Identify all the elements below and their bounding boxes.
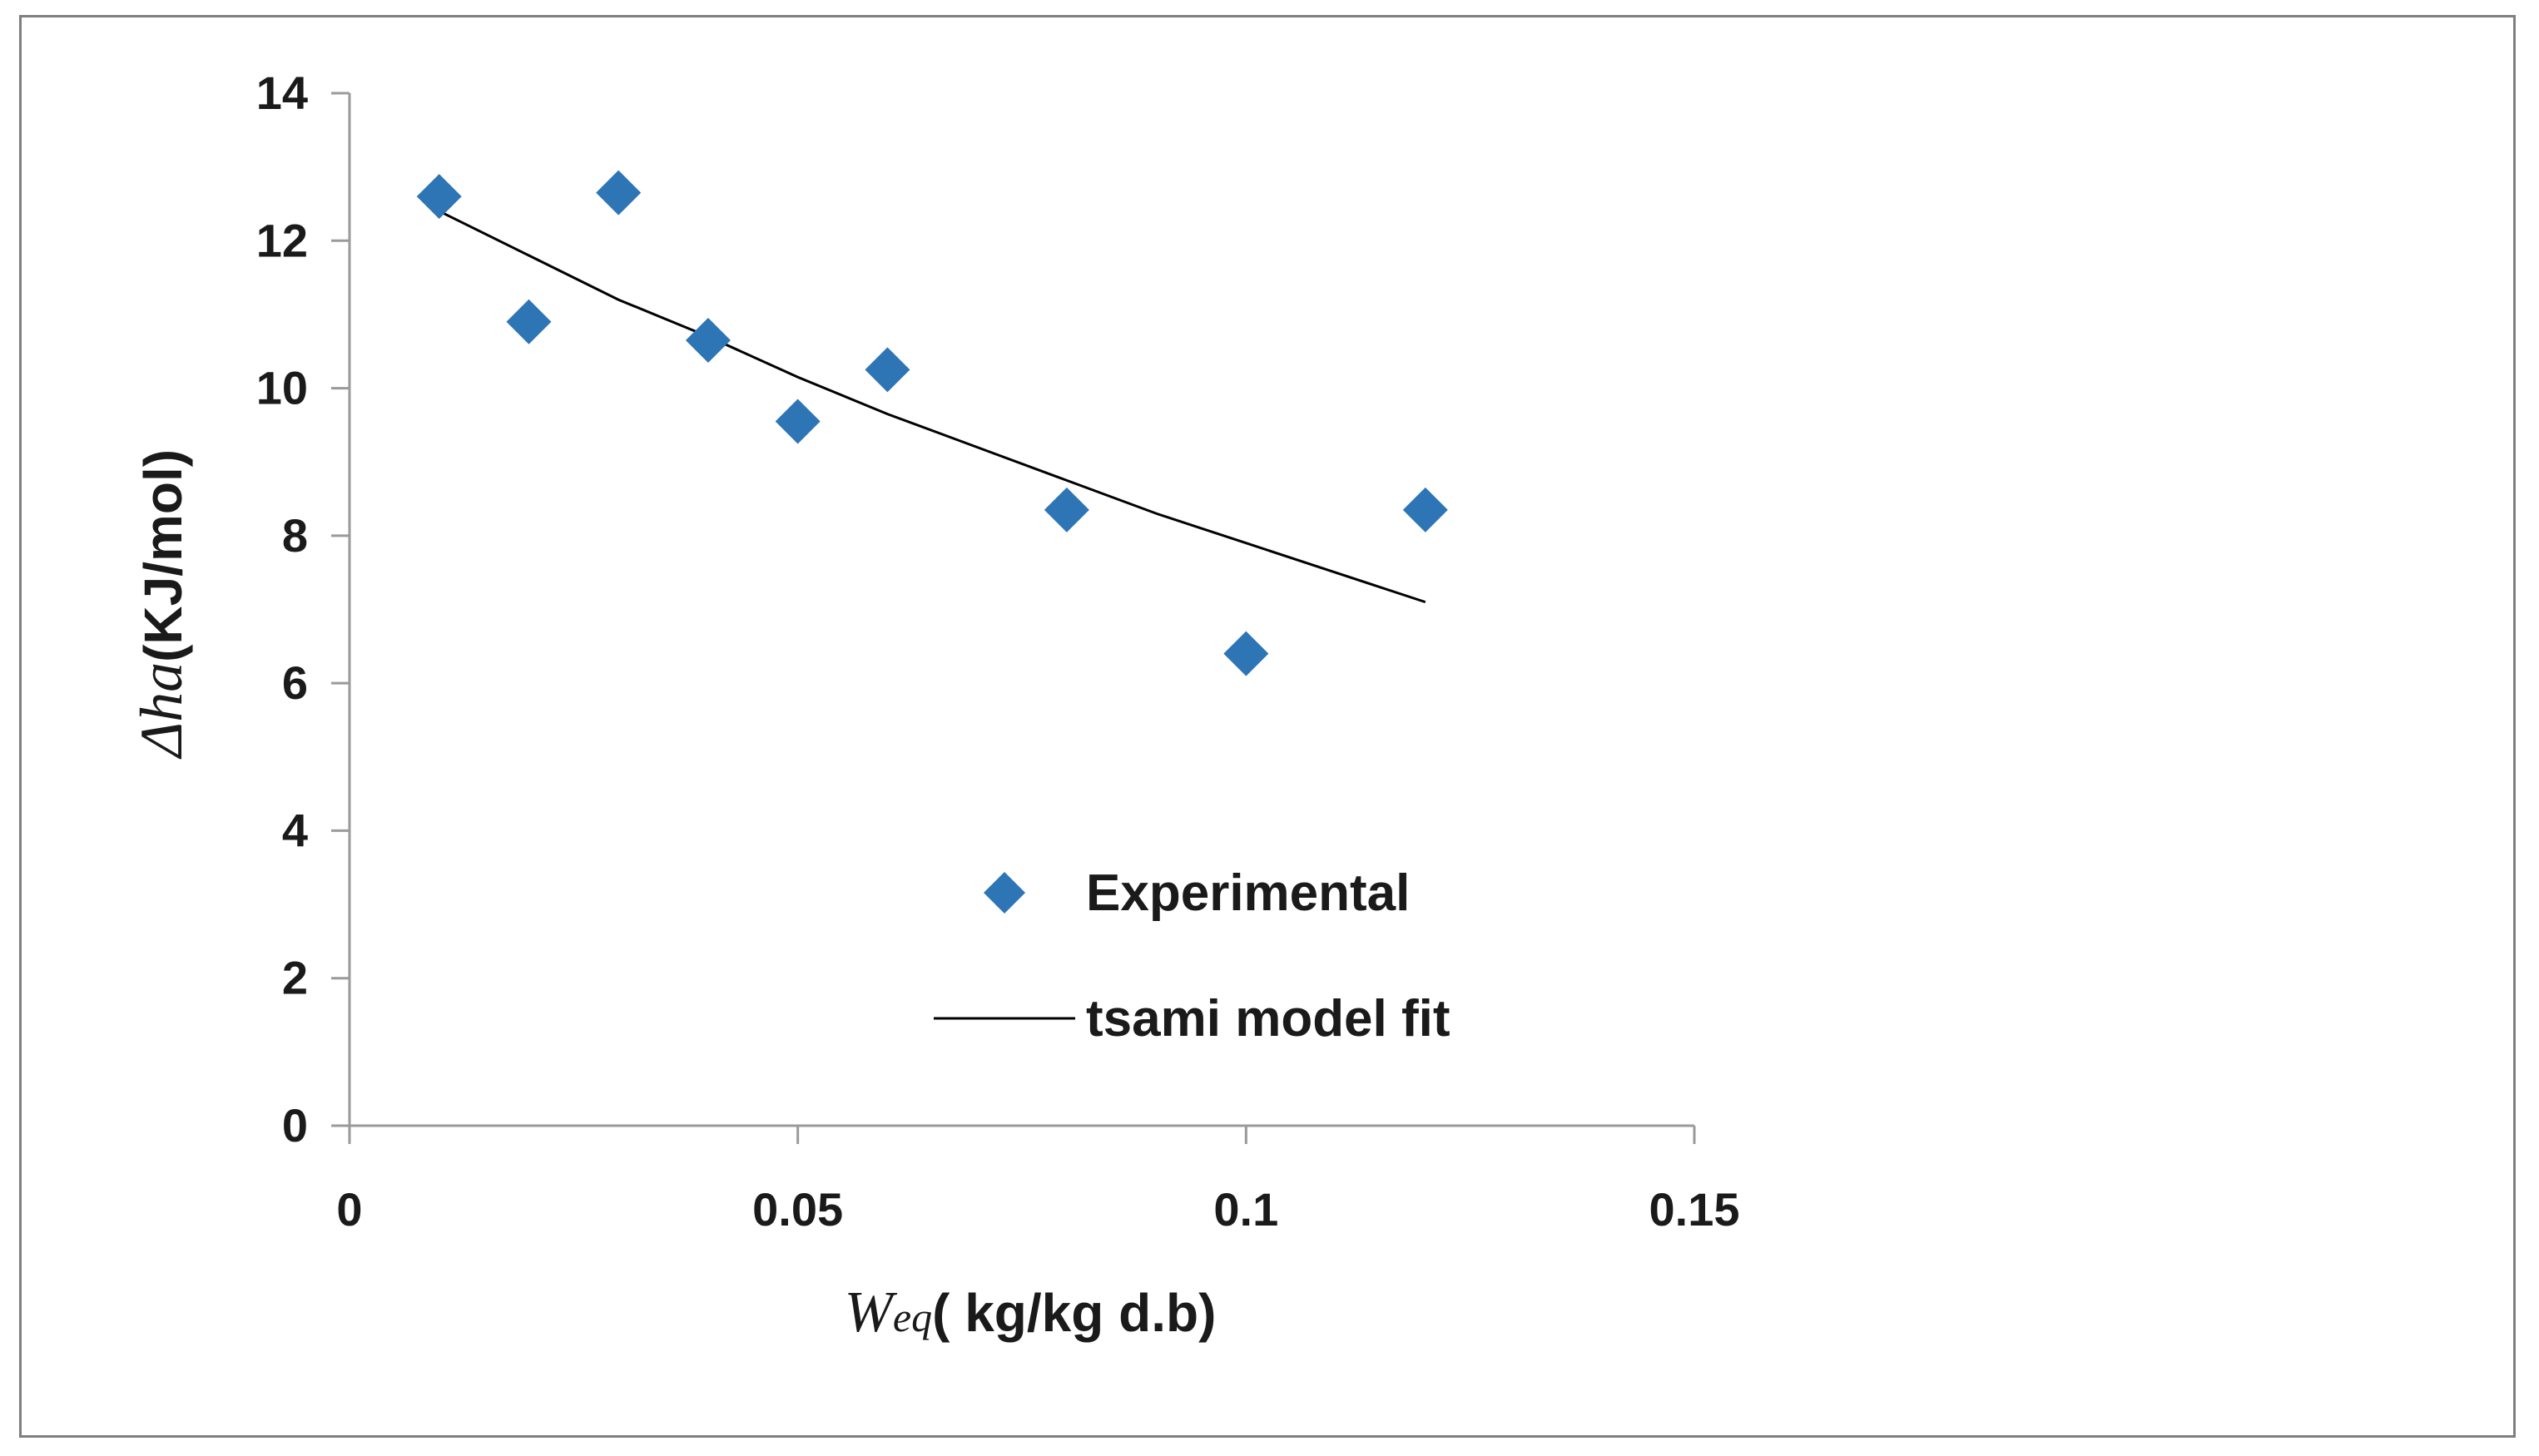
y-tick-label: 14 — [256, 67, 308, 119]
y-tick-label: 6 — [282, 656, 308, 709]
legend-experimental-marker — [984, 872, 1025, 914]
experimental-point — [685, 317, 731, 363]
experimental-point — [506, 299, 552, 344]
x-axis-title: Weq( kg/kg d.b) — [845, 1280, 1217, 1345]
experimental-point — [1044, 487, 1089, 532]
chart-frame — [19, 15, 2516, 1438]
experimental-point — [1223, 631, 1269, 676]
x-tick-label: 0.15 — [1649, 1183, 1740, 1236]
y-tick-label: 12 — [256, 214, 308, 266]
x-axis-title-symbol: W — [845, 1280, 898, 1345]
y-ticks: 0 2 4 6 8 10 12 14 — [256, 67, 350, 1151]
y-tick-label: 4 — [282, 804, 308, 856]
experimental-point — [1402, 487, 1448, 532]
y-axis-title: Δha(KJ/mol) — [128, 449, 195, 760]
x-tick-label: 0.1 — [1213, 1183, 1278, 1236]
x-axis-title-subscript: eq — [893, 1294, 932, 1340]
experimental-point — [865, 347, 910, 393]
experimental-point — [775, 399, 821, 444]
y-axis-title-symbol: Δha — [128, 662, 195, 760]
legend: Experimental tsami model fit — [934, 864, 1451, 1047]
experimental-point — [596, 170, 642, 215]
x-axis-title-rest: ( kg/kg d.b) — [932, 1283, 1216, 1343]
y-tick-label: 10 — [256, 362, 308, 414]
fit-line — [439, 210, 1426, 604]
y-tick-label: 2 — [282, 952, 308, 1004]
fit-line-layer — [439, 210, 1426, 604]
legend-experimental-label: Experimental — [1086, 864, 1410, 922]
x-tick-label: 0 — [336, 1183, 362, 1236]
axes — [348, 93, 1694, 1127]
y-tick-label: 0 — [282, 1099, 308, 1151]
y-axis-title-rest: (KJ/mol) — [133, 449, 193, 662]
x-ticks: 0 0.05 0.1 0.15 — [336, 1126, 1740, 1236]
y-tick-label: 8 — [282, 509, 308, 562]
legend-fit-label: tsami model fit — [1086, 990, 1451, 1047]
experimental-point — [416, 174, 462, 220]
x-tick-label: 0.05 — [752, 1183, 843, 1236]
marker-layer — [416, 170, 1448, 676]
